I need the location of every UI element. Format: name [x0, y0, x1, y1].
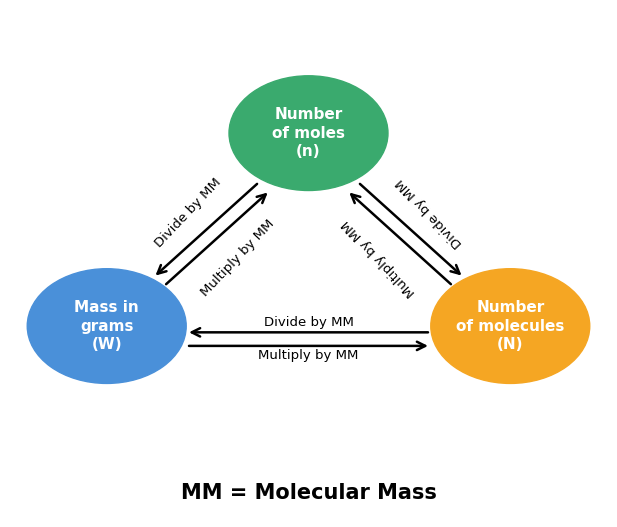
- Text: Number
of molecules
(N): Number of molecules (N): [456, 300, 565, 352]
- Text: Divide by MM: Divide by MM: [263, 316, 354, 329]
- Text: Divide by MM: Divide by MM: [394, 175, 465, 250]
- Ellipse shape: [229, 76, 388, 190]
- Text: MM = Molecular Mass: MM = Molecular Mass: [181, 483, 436, 503]
- Text: Multiply by MM: Multiply by MM: [199, 217, 277, 299]
- Ellipse shape: [431, 269, 590, 384]
- Text: Multiply by MM: Multiply by MM: [340, 217, 418, 299]
- Text: Divide by MM: Divide by MM: [152, 175, 223, 250]
- Ellipse shape: [27, 269, 186, 384]
- Text: Multiply by MM: Multiply by MM: [259, 349, 358, 362]
- Text: Mass in
grams
(W): Mass in grams (W): [74, 300, 139, 352]
- Text: Number
of moles
(n): Number of moles (n): [272, 107, 345, 159]
